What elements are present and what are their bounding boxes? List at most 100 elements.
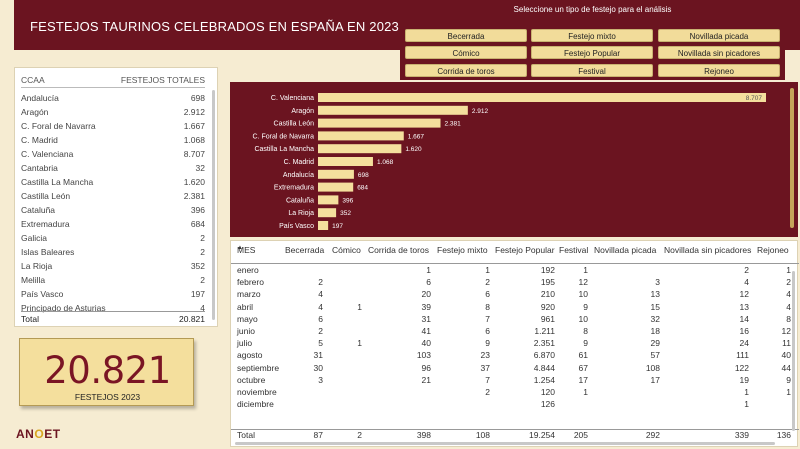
- column-header[interactable]: Festejo mixto: [437, 245, 488, 255]
- table-cell: 103: [416, 350, 431, 361]
- ccaa-value: 8.707: [183, 149, 205, 159]
- bar-data-label: 2.912: [472, 108, 489, 115]
- ccaa-value: 2: [200, 233, 205, 243]
- sort-ascending-icon[interactable]: ▲: [237, 245, 243, 251]
- ccaa-value: 2.912: [183, 107, 205, 117]
- table-cell: 41: [421, 326, 431, 336]
- table-row: abril 4 1 39 8 920 9 15 13 4: [231, 302, 799, 314]
- month-table-vscroll[interactable]: [792, 271, 795, 431]
- ccaa-row[interactable]: Castilla León 2.381: [21, 191, 205, 205]
- bar[interactable]: [318, 182, 354, 192]
- ccaa-row[interactable]: Melilla 2: [21, 275, 205, 289]
- bar[interactable]: [318, 105, 468, 115]
- festejos-totales-column-header[interactable]: FESTEJOS TOTALES: [120, 75, 205, 85]
- bar[interactable]: [318, 157, 373, 166]
- ccaa-row[interactable]: Cantabria 32: [21, 163, 205, 177]
- bar-category-label: Cataluña: [286, 197, 314, 204]
- ccaa-name: Castilla La Mancha: [21, 177, 94, 187]
- table-cell: 210: [540, 289, 555, 300]
- ccaa-bar-chart: C. Valenciana 8.707 Aragón 2.912 Castilla Le…: [230, 82, 798, 237]
- table-cell: 2: [318, 277, 323, 288]
- slicer-option-festejo-popular[interactable]: Festejo Popular: [531, 46, 653, 59]
- slicer-option-novillada-picada[interactable]: Novillada picada: [658, 29, 780, 42]
- table-cell: 40: [421, 338, 431, 349]
- ccaa-row[interactable]: Aragón 2.912: [21, 107, 205, 121]
- column-header[interactable]: Corrida de toros: [368, 245, 429, 255]
- column-header[interactable]: Novillada picada: [594, 245, 657, 255]
- bar-category-label: Castilla León: [274, 121, 315, 128]
- bar-data-label: 352: [340, 210, 351, 217]
- table-cell: 6: [485, 289, 490, 300]
- month-name: Total: [237, 430, 255, 440]
- ccaa-row[interactable]: La Rioja 352: [21, 261, 205, 275]
- bar[interactable]: [318, 195, 339, 205]
- ccaa-name: C. Valenciana: [21, 149, 74, 159]
- table-cell: 19.254: [529, 430, 555, 440]
- month-name: agosto: [237, 350, 263, 361]
- bar[interactable]: [318, 169, 354, 179]
- month-name: junio: [237, 326, 255, 336]
- table-cell: 6: [318, 313, 323, 324]
- column-header[interactable]: Novillada sin picadores: [664, 245, 752, 255]
- ccaa-scrollbar[interactable]: [212, 90, 215, 320]
- ccaa-name: Galicia: [21, 233, 47, 243]
- column-header[interactable]: Festival: [559, 245, 589, 255]
- ccaa-row[interactable]: País Vasco 197: [21, 289, 205, 303]
- column-header[interactable]: MES: [237, 245, 256, 255]
- slicer-option-novillada-sin-picadores[interactable]: Novillada sin picadores: [658, 46, 780, 59]
- bar[interactable]: [318, 93, 766, 102]
- ccaa-row[interactable]: C. Valenciana 8.707: [21, 149, 205, 163]
- bar[interactable]: [318, 118, 441, 128]
- ccaa-name: Islas Baleares: [21, 247, 75, 257]
- table-cell: 1.254: [533, 374, 555, 385]
- month-table-hscroll[interactable]: [235, 442, 775, 445]
- slicer-option-becerrada[interactable]: Becerrada: [405, 29, 527, 42]
- month-name: julio: [237, 338, 253, 349]
- slicer-option-corrida-de-toros[interactable]: Corrida de toros: [405, 64, 527, 77]
- table-cell: 2: [485, 387, 490, 397]
- column-header[interactable]: Cómico: [332, 245, 361, 255]
- table-cell: 31: [313, 350, 323, 361]
- ccaa-row[interactable]: Islas Baleares 2: [21, 247, 205, 261]
- table-cell: 1: [786, 387, 791, 397]
- ccaa-value: 1.667: [183, 121, 205, 131]
- ccaa-row[interactable]: Andalucía 698: [21, 93, 205, 107]
- bar-data-label: 8.707: [746, 95, 763, 102]
- bar[interactable]: [318, 131, 404, 141]
- ccaa-total-row: Total 20.821: [21, 311, 205, 325]
- ccaa-row[interactable]: Castilla La Mancha 1.620: [21, 177, 205, 191]
- slicer-option-rejoneo[interactable]: Rejoneo: [658, 64, 780, 77]
- table-cell: 15: [650, 301, 660, 312]
- slicer-option-festival[interactable]: Festival: [531, 64, 653, 77]
- bar[interactable]: [318, 221, 329, 230]
- column-header[interactable]: Festejo Popular: [495, 245, 555, 255]
- ccaa-row[interactable]: C. Foral de Navarra 1.667: [21, 121, 205, 135]
- chart-scrollbar[interactable]: [790, 88, 794, 228]
- ccaa-row[interactable]: Principado de Asturias 4: [21, 303, 205, 317]
- table-cell: 4: [318, 289, 323, 300]
- table-cell: 21: [421, 374, 431, 385]
- ccaa-row[interactable]: Cataluña 396: [21, 205, 205, 219]
- bar-category-label: Extremadura: [274, 185, 314, 192]
- ccaa-name: Principado de Asturias: [21, 303, 106, 313]
- table-row: junio 2 41 6 1.211 8 18 16 12: [231, 326, 799, 338]
- table-cell: 1: [357, 301, 362, 312]
- ccaa-column-header[interactable]: CCAA: [21, 75, 45, 85]
- slicer-option-comico[interactable]: Cómico: [405, 46, 527, 59]
- table-cell: 2: [485, 277, 490, 288]
- table-cell: 111: [736, 350, 749, 361]
- slicer-option-festejo-mixto[interactable]: Festejo mixto: [531, 29, 653, 42]
- table-row: septiembre 30 96 37 4.844 67 108 122 44: [231, 363, 799, 375]
- column-header[interactable]: Rejoneo: [757, 245, 789, 255]
- ccaa-row[interactable]: Extremadura 684: [21, 219, 205, 233]
- ccaa-value: 197: [190, 289, 205, 299]
- ccaa-value: 1.068: [183, 135, 205, 145]
- column-header[interactable]: Becerrada: [285, 245, 325, 255]
- bar[interactable]: [318, 144, 402, 154]
- festejo-type-slicer: Seleccione un tipo de festejo para el an…: [400, 0, 785, 80]
- bar-data-label: 197: [332, 223, 343, 230]
- ccaa-value: 684: [190, 219, 205, 229]
- ccaa-row[interactable]: Galicia 2: [21, 233, 205, 247]
- ccaa-row[interactable]: C. Madrid 1.068: [21, 135, 205, 149]
- bar[interactable]: [318, 208, 337, 218]
